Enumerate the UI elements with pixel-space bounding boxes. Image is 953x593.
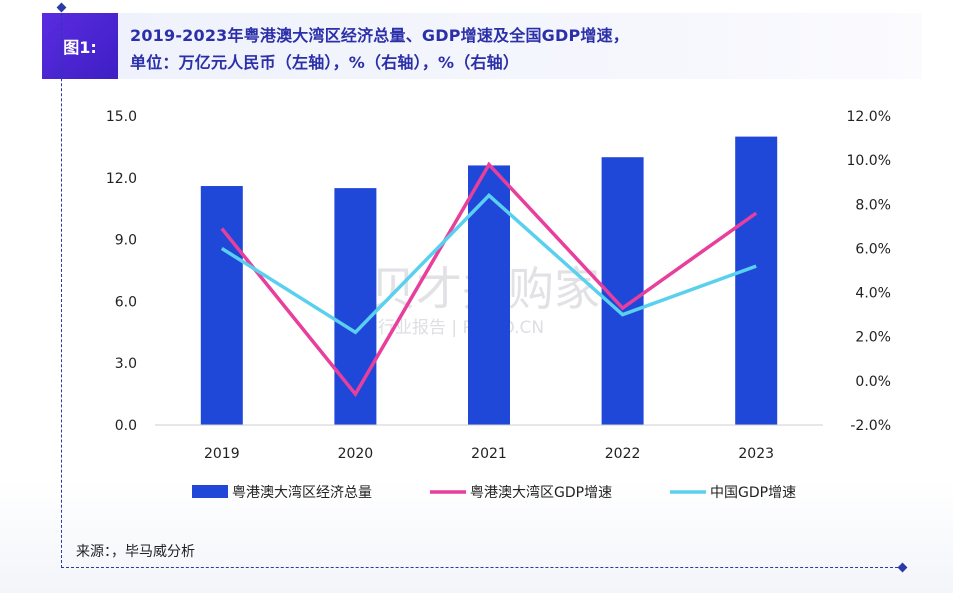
chart-title-line-1: 2019-2023年粤港澳大湾区经济总量、GDP增速及全国GDP增速，	[130, 26, 629, 45]
legend-gba-output-swatch	[192, 485, 228, 498]
x-tick-label: 2019	[204, 446, 240, 462]
right-tick-label: -2.0%	[850, 418, 891, 434]
left-tick-label: 9.0	[115, 233, 137, 249]
watermark-sub: 行业报告 | POIPO.CN	[378, 318, 544, 338]
bar-2020	[334, 188, 377, 425]
left-tick-label: 15.0	[106, 109, 137, 125]
bar-2021	[468, 165, 510, 425]
bar-2023	[735, 136, 778, 425]
frame-bottom-dashed	[61, 567, 903, 568]
source-note: 来源：，毕马威分析	[76, 544, 195, 560]
x-tick-label: 2023	[738, 446, 774, 462]
legend: 粤港澳大湾区经济总量 粤港澳大湾区GDP增速 中国GDP增速	[192, 484, 796, 501]
left-axis-ticks: 0.0 3.0 6.0 9.0 12.0 15.0	[106, 109, 137, 434]
legend-gba-growth-label: 粤港澳大湾区GDP增速	[470, 484, 612, 501]
left-tick-label: 0.0	[115, 418, 137, 434]
right-tick-label: 8.0%	[855, 197, 891, 213]
line-china-growth	[220, 193, 757, 335]
left-tick-label: 6.0	[115, 294, 137, 310]
background-fade	[0, 480, 953, 593]
chart-title-line-2: 单位：万亿元人民币（左轴），%（右轴），%（右轴）	[130, 53, 520, 72]
legend-gba-output-label: 粤港澳大湾区经济总量	[232, 484, 372, 501]
right-tick-label: 4.0%	[855, 286, 891, 302]
legend-china-growth-label: 中国GDP增速	[710, 485, 796, 501]
frame-left-dashed	[61, 8, 62, 568]
bar-series	[200, 136, 778, 425]
x-axis-ticks: 2019 2020 2021 2022 2023	[204, 446, 774, 462]
figure-badge: 图1:	[42, 13, 118, 79]
right-tick-label: 12.0%	[847, 109, 891, 125]
x-tick-label: 2020	[338, 446, 374, 462]
left-tick-label: 12.0	[106, 171, 137, 187]
left-tick-label: 3.0	[115, 356, 137, 372]
x-tick-label: 2021	[471, 446, 507, 462]
right-tick-label: 2.0%	[855, 330, 891, 346]
right-tick-label: 10.0%	[847, 153, 891, 169]
line-series	[220, 161, 758, 398]
right-tick-label: 6.0%	[855, 241, 891, 257]
right-tick-label: 0.0%	[855, 374, 891, 390]
header-band	[42, 13, 922, 79]
line-gba-growth	[220, 161, 758, 398]
right-axis-ticks: -2.0% 0.0% 2.0% 4.0% 6.0% 8.0% 10.0% 12.0%	[847, 109, 891, 434]
x-tick-label: 2022	[605, 446, 641, 462]
bar-2019	[200, 186, 243, 425]
